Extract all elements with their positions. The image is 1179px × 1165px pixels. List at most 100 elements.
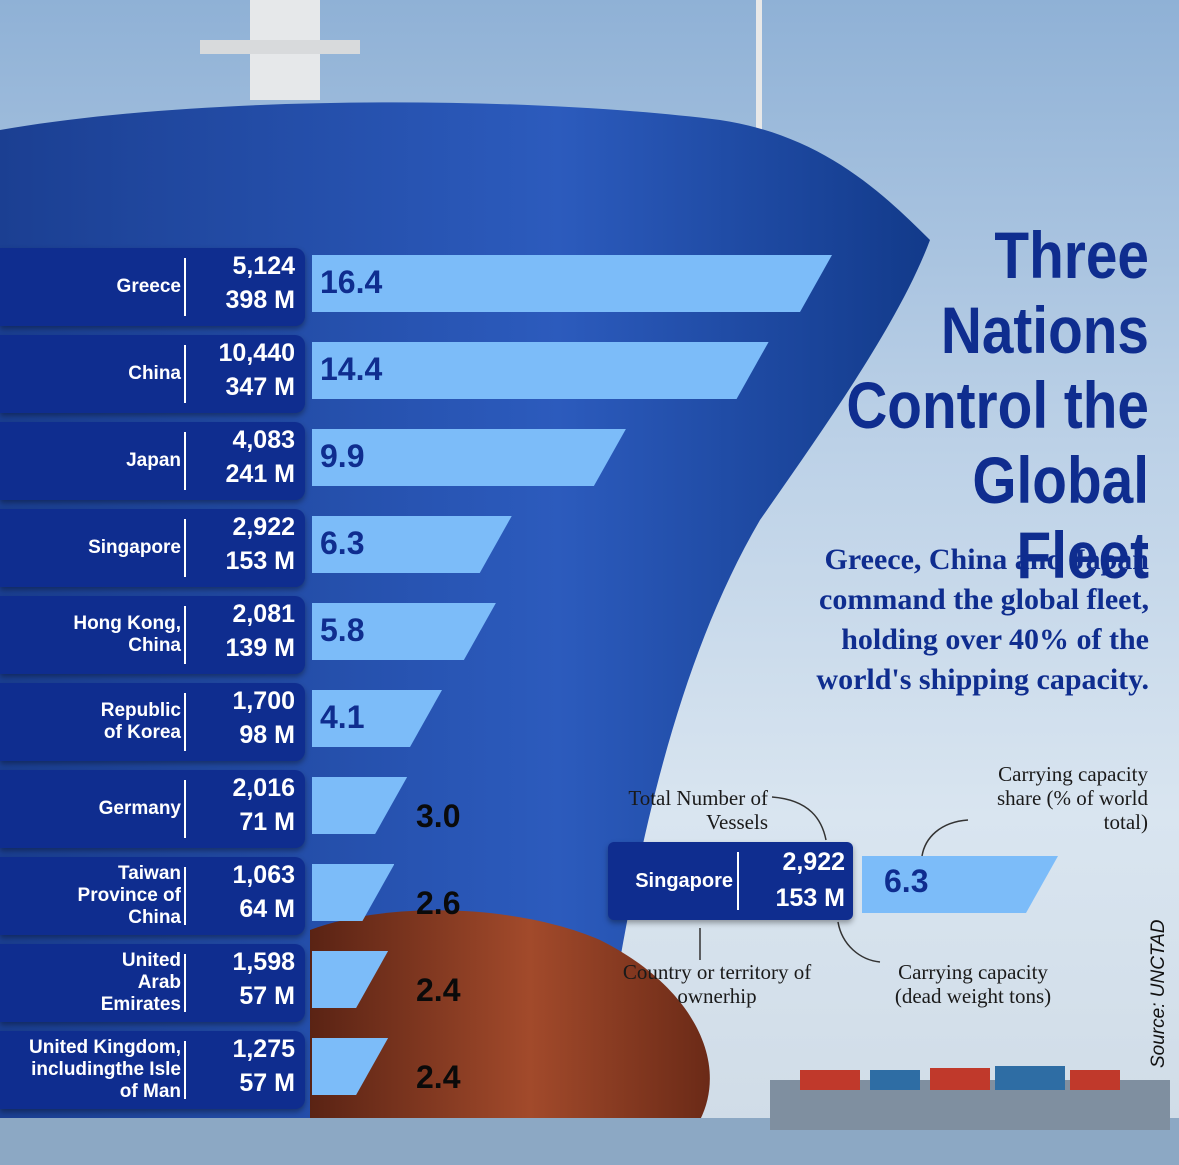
capacity-dwt: 153 M [225,547,295,575]
share-value-label: 2.4 [416,1059,461,1095]
chart-row: GermanyGermany 2,016 71 M 3.0 [0,770,840,848]
country-label: Republic of KoreaRepublicof Korea [3,683,181,761]
vessel-count: 2,081 [232,600,295,628]
legend-dwt: 153 M [775,884,845,912]
label-divider [184,606,186,664]
country-label-box: ChinaChina 10,440 347 M [0,335,305,413]
share-bar [312,342,769,399]
chart-row: United Kingdom, includingthe Isle of Man… [0,1031,840,1109]
country-label-box: Taiwan Province of ChinaTaiwanProvince o… [0,857,305,935]
country-label-box: GermanyGermany 2,016 71 M [0,770,305,848]
vessel-count: 2,922 [232,513,295,541]
country-name-lines: Republic of Korea [100,700,181,743]
chart-row: JapanJapan 4,083 241 M 9.9 [0,422,840,500]
chart-row: Taiwan Province of ChinaTaiwanProvince o… [0,857,840,935]
capacity-dwt: 139 M [225,634,295,662]
legend-sample-box: Singapore 2,922 153 M [608,842,853,920]
legend-divider [737,852,739,910]
vessel-count: 1,063 [232,861,295,889]
country-label-box: United Kingdom, includingthe Isle of Man… [0,1031,305,1109]
vessel-count: 2,016 [232,774,295,802]
ship-mast [200,0,762,150]
share-value-label: 16.4 [320,264,383,300]
country-label: Hong Kong, ChinaHong Kong,China [3,596,181,674]
legend-vessels: 2,922 [782,848,845,876]
country-name-lines: China [128,363,181,384]
country-label: SingaporeSingapore [3,509,181,587]
share-value-label: 2.4 [416,972,461,1008]
vessel-count: 1,700 [232,687,295,715]
label-divider [184,954,186,1012]
capacity-dwt: 347 M [225,373,295,401]
source-credit: Source: UNCTAD [1148,919,1169,1068]
country-name-lines: Germany [98,798,181,819]
country-label-box: United Arab EmiratesUnitedArabEmirates 1,… [0,944,305,1022]
label-divider [184,519,186,577]
country-name-lines: Japan [126,450,181,471]
country-label-box: Hong Kong, ChinaHong Kong,China 2,081 139 … [0,596,305,674]
capacity-dwt: 398 M [225,286,295,314]
share-value-label: 5.8 [320,612,365,648]
legend-sample-bar [862,856,1058,913]
chart-row: GreeceGreece 5,124 398 M 16.4 [0,248,840,326]
country-label-box: GreeceGreece 5,124 398 M [0,248,305,326]
share-bar [312,516,512,573]
chart-row: SingaporeSingapore 2,922 153 M 6.3 [0,509,840,587]
capacity-dwt: 57 M [239,1069,295,1097]
label-divider [184,432,186,490]
country-name-lines: Taiwan Province of China [77,863,181,928]
vessel-count: 1,275 [232,1035,295,1063]
legend-label-country: Country or territory of ownerhip [622,960,812,1008]
country-label: GreeceGreece [3,248,181,326]
legend-share-value: 6.3 [884,863,929,899]
country-label: GermanyGermany [3,770,181,848]
page-title: Three Nations Control the Global Fleet [846,218,1149,592]
label-divider [184,345,186,403]
country-label-box: JapanJapan 4,083 241 M [0,422,305,500]
label-divider [184,867,186,925]
country-name-lines: Singapore [88,537,181,558]
country-label: Taiwan Province of ChinaTaiwanProvince o… [3,857,181,935]
label-divider [184,780,186,838]
country-name-lines: United Kingdom, includingthe Isle of Man [29,1037,181,1102]
legend-label-share: Carrying capacity share (% of world tota… [996,762,1148,834]
country-name-lines: Greece [116,276,181,297]
share-bar [312,603,496,660]
capacity-dwt: 98 M [239,721,295,749]
country-label-box: Republic of KoreaRepublicof Korea 1,700 98… [0,683,305,761]
share-value-label: 14.4 [320,351,383,387]
country-name-lines: Hong Kong, China [73,613,181,656]
country-label: United Kingdom, includingthe Isle of Man… [3,1031,181,1109]
capacity-dwt: 71 M [239,808,295,836]
country-label: United Arab EmiratesUnitedArabEmirates [3,944,181,1022]
share-bar [312,255,832,312]
capacity-dwt: 64 M [239,895,295,923]
container-port [770,1066,1170,1130]
country-label: ChinaChina [3,335,181,413]
label-divider [184,1041,186,1099]
share-value-label: 2.6 [416,885,461,921]
share-value-label: 4.1 [320,699,365,735]
share-value-label: 9.9 [320,438,365,474]
chart-row: Hong Kong, ChinaHong Kong,China 2,081 139 … [0,596,840,674]
country-label-box: SingaporeSingapore 2,922 153 M [0,509,305,587]
vessel-count: 4,083 [232,426,295,454]
capacity-dwt: 57 M [239,982,295,1010]
country-name-lines: United Arab Emirates [100,950,181,1015]
label-divider [184,258,186,316]
chart-row: ChinaChina 10,440 347 M 14.4 [0,335,840,413]
legend-country: Singapore [635,869,733,892]
legend-label-vessels: Total Number of Vessels [628,786,768,834]
share-bar [312,429,626,486]
chart-row: Republic of KoreaRepublicof Korea 1,700 98… [0,683,840,761]
legend-label-dwt: Carrying capacity (dead weight tons) [894,960,1052,1008]
vessel-count: 5,124 [232,252,295,280]
country-label: JapanJapan [3,422,181,500]
ship-hull-bulb [310,910,710,1150]
subtitle: Greece, China and Japan command the glob… [816,543,1149,696]
vessel-count: 1,598 [232,948,295,976]
label-divider [184,693,186,751]
capacity-dwt: 241 M [225,460,295,488]
